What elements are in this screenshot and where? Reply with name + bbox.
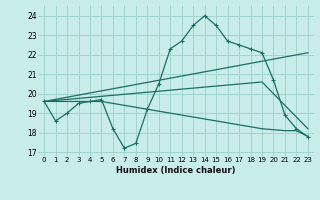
X-axis label: Humidex (Indice chaleur): Humidex (Indice chaleur)	[116, 166, 236, 175]
